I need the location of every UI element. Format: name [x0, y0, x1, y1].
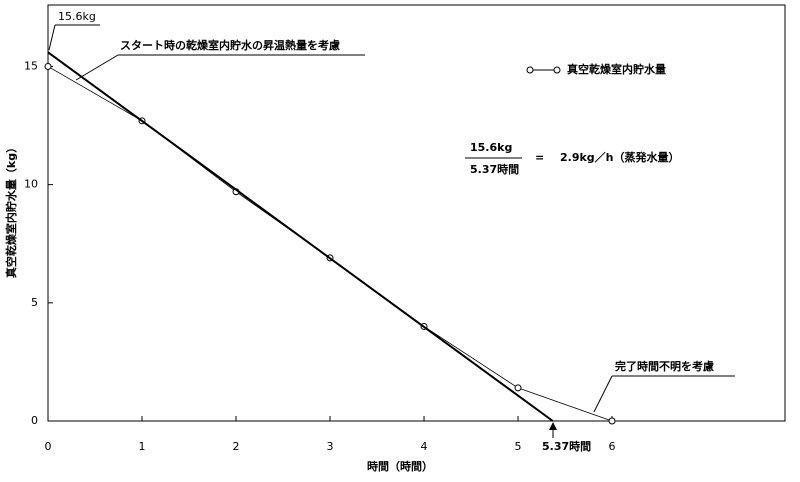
data-point: [514, 384, 522, 392]
y-tick-label: 0: [31, 414, 38, 427]
x-tick-label: 4: [421, 440, 428, 453]
y-tick-label: 5: [31, 296, 38, 309]
leader: [48, 24, 56, 51]
formula-result: 2.9kg／h（蒸発水量）: [560, 150, 680, 164]
annotation: 5.37時間: [542, 439, 591, 453]
legend-marker: [526, 66, 534, 74]
annotation: スタート時の乾燥室内貯水の昇温熱量を考慮: [120, 38, 340, 52]
annotation: 完了時間不明を考慮: [615, 359, 714, 373]
x-tick-label: 1: [139, 440, 146, 453]
y-axis-label: 真空乾燥室内貯水量（kg）: [4, 142, 18, 278]
x-tick-label: 6: [609, 440, 616, 453]
leader: [593, 375, 613, 413]
x-tick-label: 0: [45, 440, 52, 453]
x-tick-label: 5: [515, 440, 522, 453]
x-tick-label: 2: [233, 440, 240, 453]
fit-line: [47, 51, 554, 422]
data-line: [47, 66, 613, 422]
x-tick-label: 3: [327, 440, 334, 453]
formula-equals: =: [535, 151, 544, 164]
x-axis-label: 時間（時間）: [367, 459, 433, 473]
data-point: [44, 62, 52, 70]
legend-label: 真空乾燥室内貯水量: [567, 62, 666, 76]
formula-denominator: 5.37時間: [470, 162, 519, 176]
annotation: 15.6kg: [58, 10, 96, 23]
data-point: [608, 417, 616, 425]
y-tick-label: 10: [24, 178, 38, 191]
plot-frame: [47, 4, 786, 422]
legend-marker: [553, 66, 561, 74]
y-tick-label: 15: [24, 59, 38, 72]
leader: [75, 54, 119, 81]
arrow-head: [549, 422, 557, 430]
formula-numerator: 15.6kg: [470, 141, 512, 154]
